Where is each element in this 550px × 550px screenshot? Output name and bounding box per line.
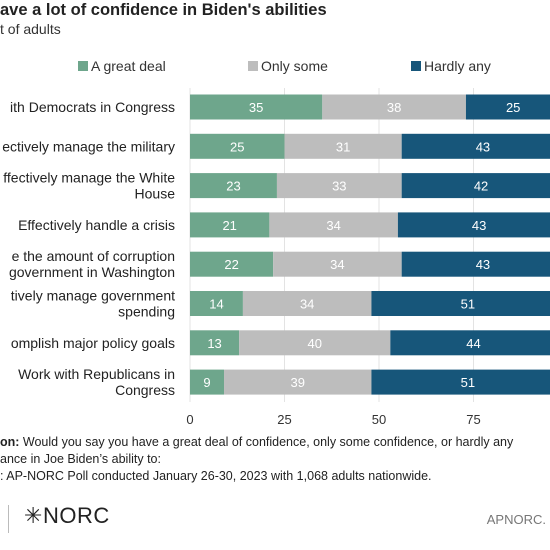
bars: 35 38 25 25 31 43 23 33 42 21 34 43 22 34 43 14 34 51 13 40…: [190, 94, 550, 395]
bar-value-label: 22: [224, 257, 238, 272]
bar-value-label: 21: [222, 218, 236, 233]
category-label: e the amount of corruption: [12, 248, 175, 264]
bar-value-label: 14: [209, 297, 223, 312]
norc-logo: ✳NORC: [24, 503, 110, 529]
bar-segment: [401, 173, 550, 199]
bar-segment: [190, 173, 277, 199]
bar-segment: [190, 330, 240, 356]
chart-note: on: Would you say you have a great deal …: [0, 434, 513, 485]
bar-value-label: 39: [290, 375, 304, 390]
bar-segment: [276, 173, 402, 199]
bar-value-label: 13: [207, 336, 221, 351]
legend-label: Only some: [261, 58, 328, 74]
category-label: spending: [118, 304, 175, 320]
stacked-bar-chart: A great deal Only some Hardly any 35 38 25 25…: [2, 58, 550, 427]
source-text: : AP-NORC Poll conducted January 26-30, …: [0, 469, 432, 483]
legend-label: A great deal: [91, 58, 166, 74]
question-label: on:: [0, 435, 20, 449]
bar-segment: [190, 212, 270, 238]
chart-subtitle: t of adults: [0, 21, 61, 37]
bar-value-label: 43: [472, 218, 486, 233]
bar-value-label: 23: [226, 179, 240, 194]
bar-value-label: 38: [387, 100, 401, 115]
bar-value-label: 35: [249, 100, 263, 115]
bar-value-label: 25: [506, 100, 520, 115]
x-tick-label: 75: [466, 412, 480, 427]
bar-segment: [269, 212, 398, 238]
bar-value-label: 34: [326, 218, 340, 233]
category-label: omplish major policy goals: [11, 335, 175, 351]
bar-segment: [190, 291, 243, 316]
bar-segment: [371, 369, 550, 395]
bar-segment: [371, 291, 550, 316]
bar-segment: [242, 291, 372, 316]
bar-segment: [322, 94, 466, 120]
x-axis: 0 25 50 75: [186, 412, 480, 427]
x-tick-label: 0: [186, 412, 193, 427]
category-label: House: [135, 186, 176, 202]
legend-swatch: [411, 61, 421, 71]
category-label: Effectively handle a crisis: [18, 217, 175, 233]
question-text-line2: ance in Joe Biden’s ability to:: [0, 452, 161, 466]
bar-value-label: 40: [308, 336, 322, 351]
bar-segment: [273, 251, 402, 277]
bar-segment: [390, 330, 550, 356]
logo-divider: [8, 505, 9, 533]
bar-segment: [401, 133, 550, 159]
bar-value-label: 42: [474, 179, 488, 194]
bar-value-label: 43: [476, 257, 490, 272]
bar-segment: [190, 94, 323, 120]
bar-value-label: 25: [230, 139, 244, 154]
category-label: ffectively manage the White: [3, 170, 175, 186]
bar-value-label: 51: [461, 297, 475, 312]
chart-title: ave a lot of confidence in Biden's abili…: [0, 1, 327, 19]
category-label: ectively manage the military: [2, 138, 175, 154]
bar-value-label: 9: [203, 375, 210, 390]
bar-value-label: 44: [466, 336, 480, 351]
category-label: ith Democrats in Congress: [10, 99, 175, 115]
bar-value-label: 51: [461, 375, 475, 390]
legend-label: Hardly any: [424, 58, 491, 74]
apnorc-mark: APNORC.: [486, 512, 546, 527]
bar-segment: [465, 94, 550, 120]
category-label: government in Washington: [9, 264, 175, 280]
x-tick-label: 50: [372, 412, 386, 427]
bar-segment: [190, 369, 225, 395]
question-text-line1: Would you say you have a great deal of c…: [19, 435, 514, 449]
bar-value-label: 43: [476, 139, 490, 154]
category-label: Work with Republicans in: [18, 366, 175, 382]
bar-segment: [190, 251, 274, 277]
bar-segment: [401, 251, 550, 277]
legend-swatch: [78, 61, 88, 71]
category-label: tively manage government: [11, 288, 175, 304]
bar-segment: [190, 133, 285, 159]
bar-value-label: 34: [330, 257, 344, 272]
legend: A great deal Only some Hardly any: [78, 58, 491, 74]
asterisk-icon: ✳: [24, 503, 43, 528]
bar-segment: [224, 369, 372, 395]
x-tick-label: 25: [277, 412, 291, 427]
bar-segment: [397, 212, 550, 238]
bar-segment: [239, 330, 391, 356]
logo-text: NORC: [42, 503, 110, 528]
category-label: Congress: [115, 382, 175, 398]
bar-value-label: 33: [332, 179, 346, 194]
legend-swatch: [248, 61, 258, 71]
category-labels: ith Democrats in Congress ectively manage…: [2, 99, 175, 398]
bar-value-label: 31: [336, 139, 350, 154]
bar-segment: [284, 133, 402, 159]
bar-value-label: 34: [300, 297, 314, 312]
